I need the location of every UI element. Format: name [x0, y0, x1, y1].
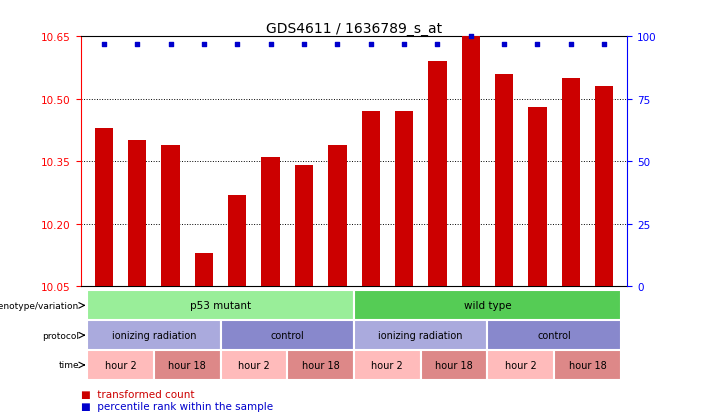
Point [465, 34, 476, 40]
Bar [428, 62, 447, 287]
Text: wild type: wild type [463, 301, 511, 311]
Bar [195, 253, 213, 287]
Bar [88, 291, 354, 320]
Point [198, 41, 210, 48]
Bar [354, 291, 620, 320]
Text: hour 2: hour 2 [505, 360, 536, 370]
Bar [421, 350, 487, 380]
Point [132, 41, 143, 48]
Bar [395, 112, 413, 287]
Text: protocol: protocol [42, 331, 79, 340]
Bar [362, 112, 380, 287]
Bar [261, 158, 280, 287]
Bar [562, 79, 580, 287]
Point [365, 41, 376, 48]
Bar [354, 350, 421, 380]
Text: p53 mutant: p53 mutant [190, 301, 251, 311]
Bar [228, 195, 247, 287]
Point [432, 41, 443, 48]
Point [332, 41, 343, 48]
Title: GDS4611 / 1636789_s_at: GDS4611 / 1636789_s_at [266, 22, 442, 36]
Bar [95, 128, 113, 287]
Bar [161, 145, 179, 287]
Bar [88, 320, 221, 350]
Text: hour 18: hour 18 [302, 360, 339, 370]
Point [532, 41, 543, 48]
Bar [487, 320, 620, 350]
Text: time: time [58, 361, 79, 370]
Point [398, 41, 409, 48]
Text: ■  percentile rank within the sample: ■ percentile rank within the sample [81, 401, 273, 411]
Text: hour 18: hour 18 [168, 360, 206, 370]
Bar [154, 350, 221, 380]
Text: hour 2: hour 2 [104, 360, 137, 370]
Bar [287, 350, 354, 380]
Point [265, 41, 276, 48]
Text: control: control [537, 330, 571, 340]
Bar [328, 145, 346, 287]
Point [599, 41, 610, 48]
Text: control: control [271, 330, 304, 340]
Text: genotype/variation: genotype/variation [0, 301, 79, 310]
Bar [88, 350, 154, 380]
Bar [487, 350, 554, 380]
Point [165, 41, 176, 48]
Point [498, 41, 510, 48]
Text: hour 18: hour 18 [569, 360, 606, 370]
Text: ionizing radiation: ionizing radiation [379, 330, 463, 340]
Point [299, 41, 310, 48]
Text: hour 2: hour 2 [238, 360, 270, 370]
Point [232, 41, 243, 48]
Bar [461, 37, 480, 287]
Text: ■  transformed count: ■ transformed count [81, 389, 194, 399]
Bar [595, 87, 613, 287]
Text: ionizing radiation: ionizing radiation [111, 330, 196, 340]
Bar [221, 350, 287, 380]
Bar [128, 141, 147, 287]
Bar [221, 320, 354, 350]
Text: hour 2: hour 2 [372, 360, 403, 370]
Point [565, 41, 576, 48]
Bar [554, 350, 620, 380]
Bar [529, 108, 547, 287]
Bar [354, 320, 487, 350]
Bar [295, 166, 313, 287]
Point [98, 41, 109, 48]
Bar [495, 75, 513, 287]
Text: hour 18: hour 18 [435, 360, 473, 370]
